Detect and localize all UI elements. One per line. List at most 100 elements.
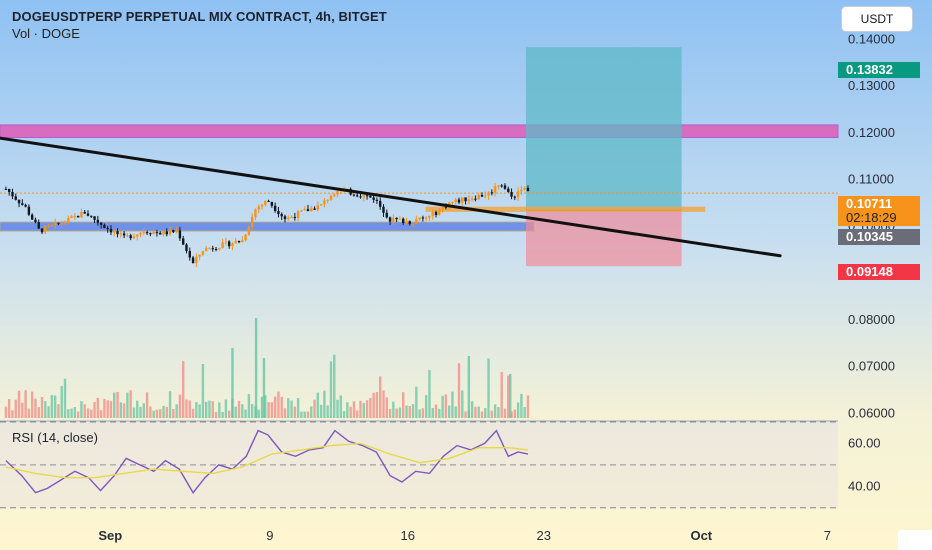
volume-bar	[313, 399, 316, 418]
volume-bar	[83, 404, 86, 418]
volume-bar	[37, 407, 40, 418]
volume-bar	[375, 392, 379, 418]
volume-bar	[63, 378, 67, 418]
volume-bar	[480, 411, 484, 418]
candle-body	[300, 210, 303, 212]
candle-body	[188, 251, 191, 258]
volume-bar	[270, 402, 274, 418]
volume-bar	[264, 395, 267, 418]
volume-bar	[136, 400, 139, 418]
candle-body	[113, 231, 116, 233]
candle-body	[408, 221, 411, 224]
volume-bar	[44, 401, 47, 418]
candle-body	[70, 216, 73, 219]
volume-bar	[76, 411, 80, 418]
price-tick-label: 0.06000	[848, 405, 895, 420]
candle-body	[247, 227, 251, 235]
volume-bar	[237, 401, 241, 418]
candle-body	[21, 203, 24, 205]
volume-bar	[526, 395, 530, 418]
volume-bar	[457, 363, 461, 418]
candle-body	[438, 209, 441, 215]
rsi-ma-line	[5, 442, 529, 479]
candle-body	[385, 212, 388, 218]
candle-body	[267, 200, 270, 202]
volume-bar	[359, 400, 362, 418]
candle-body	[244, 234, 247, 241]
volume-bar	[191, 408, 195, 418]
volume-bar	[175, 404, 178, 418]
candle-body	[434, 212, 438, 215]
candle-body	[103, 224, 106, 229]
symbol-title[interactable]: DOGEUSDTPERP PERPETUAL MIX CONTRACT, 4h,…	[12, 9, 387, 24]
volume-bar	[231, 348, 234, 418]
candle-body	[526, 187, 530, 192]
volume-bar	[126, 392, 129, 418]
time-tick-label: Sep	[98, 528, 122, 543]
candle-body	[316, 205, 320, 210]
candle-body	[306, 209, 310, 212]
volume-bar	[520, 393, 523, 418]
volume-bar	[182, 361, 185, 418]
candle-body	[53, 222, 57, 226]
price-tick-label: 0.12000	[848, 125, 895, 140]
trendline-layer[interactable]	[0, 136, 782, 258]
volume-bar	[178, 394, 182, 418]
rsi-tick-label: 60.00	[848, 435, 881, 450]
rsi-band-fill	[0, 422, 838, 508]
volume-bar	[90, 409, 93, 418]
candle-body	[270, 201, 274, 206]
volume-bar	[11, 410, 14, 418]
candle-body	[326, 200, 329, 202]
volume-bar	[214, 411, 218, 418]
resistance-zone	[0, 124, 839, 139]
volume-bar	[162, 405, 165, 418]
volume-bar	[490, 410, 494, 418]
volume-bar	[250, 404, 254, 418]
volume-bar	[139, 406, 142, 418]
volume-bar	[40, 397, 44, 418]
volume-legend[interactable]: Vol · DOGE	[12, 26, 80, 41]
price-tick-label: 0.14000	[848, 31, 895, 46]
candle-body	[250, 216, 254, 228]
volume-bar	[53, 395, 57, 418]
volume-bar	[21, 402, 24, 418]
candle-body	[80, 212, 83, 218]
candle-body	[83, 212, 86, 214]
take-profit-price-tag: 0.13832	[838, 62, 920, 78]
volume-bar	[487, 358, 490, 418]
volume-bar	[293, 406, 297, 418]
rsi-legend[interactable]: RSI (14, close)	[12, 430, 98, 445]
currency-button[interactable]: USDT	[841, 6, 913, 32]
volume-bar	[109, 401, 113, 418]
candle-body	[90, 215, 93, 217]
volume-bar	[405, 405, 408, 418]
candle-body	[129, 235, 132, 239]
candle-body	[162, 231, 165, 235]
candle-body	[201, 251, 205, 255]
candle-body	[257, 206, 260, 210]
candle-body	[287, 217, 290, 220]
volume-bar	[438, 408, 441, 418]
candle-body	[208, 248, 211, 250]
candle-body	[356, 195, 359, 197]
candle-body	[520, 189, 523, 192]
volume-bar	[503, 408, 507, 418]
time-axis[interactable]: Sep 9 16 23 Oct 7	[98, 528, 831, 543]
volume-bar	[67, 409, 70, 418]
volume-bar	[388, 409, 392, 418]
price-tick-label: 0.11000	[848, 172, 894, 187]
rsi-pane	[0, 421, 838, 509]
candle-body	[388, 217, 392, 222]
candle-body	[333, 194, 336, 196]
volume-bar	[172, 409, 175, 418]
candle-body	[362, 195, 365, 198]
volume-bar	[336, 399, 339, 418]
candle-body	[182, 238, 185, 245]
volume-bar	[283, 408, 287, 418]
axis-corner	[898, 530, 932, 550]
take-profit-zone	[525, 47, 682, 211]
candle-body	[369, 195, 372, 198]
